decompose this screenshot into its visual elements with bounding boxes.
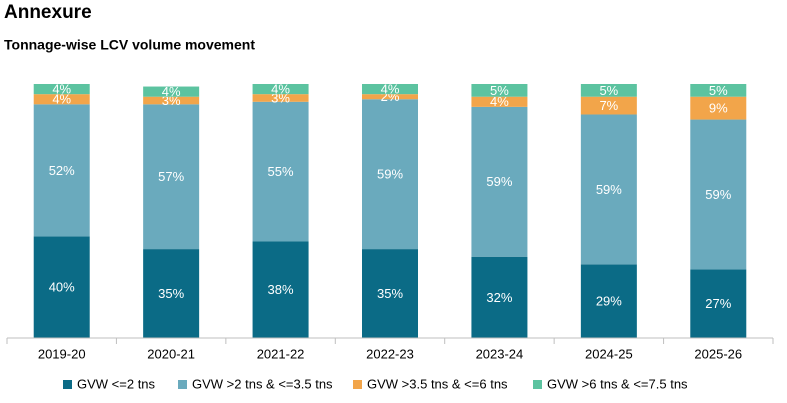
legend-label: GVW >2 tns & <=3.5 tns xyxy=(192,376,333,391)
data-label: 4% xyxy=(490,94,509,109)
bar-segment xyxy=(690,96,747,120)
data-label: 32% xyxy=(486,290,512,305)
data-label: 35% xyxy=(377,286,403,301)
bar-segment xyxy=(143,249,200,338)
data-label: 57% xyxy=(158,169,184,184)
legend-swatch xyxy=(178,380,187,389)
x-tick-label: 2022-23 xyxy=(366,346,414,361)
bar-segment xyxy=(690,84,747,97)
bar-segment xyxy=(252,101,309,242)
legend-swatch xyxy=(533,380,542,389)
data-label: 29% xyxy=(596,294,622,309)
data-label: 55% xyxy=(268,164,294,179)
data-label: 35% xyxy=(158,286,184,301)
legend-swatch xyxy=(353,380,362,389)
bar-segment xyxy=(362,94,418,100)
bar-segment xyxy=(252,241,309,338)
data-label: 5% xyxy=(709,83,728,98)
bar-segment xyxy=(33,94,90,105)
bar-segment xyxy=(143,86,200,97)
bar-segment xyxy=(471,106,528,257)
bar-segment xyxy=(33,84,90,95)
legend-label: GVW >3.5 tns & <=6 tns xyxy=(367,376,508,391)
data-label: 59% xyxy=(377,167,403,182)
bar-segment xyxy=(252,84,309,95)
data-label: 27% xyxy=(705,296,731,311)
x-tick-label: 2025-26 xyxy=(694,346,742,361)
bar-segment xyxy=(580,264,637,338)
x-tick-label: 2020-21 xyxy=(147,346,195,361)
bar-segment xyxy=(143,104,200,250)
x-tick-label: 2024-25 xyxy=(585,346,633,361)
data-label: 59% xyxy=(705,187,731,202)
data-label: 4% xyxy=(162,84,181,99)
x-tick-label: 2023-24 xyxy=(476,346,524,361)
data-label: 40% xyxy=(49,280,75,295)
bar-segment xyxy=(362,84,418,95)
bar-segment xyxy=(33,104,90,237)
data-label: 4% xyxy=(271,82,290,97)
data-label: 59% xyxy=(486,174,512,189)
bar-segment xyxy=(580,84,637,97)
bar-segment xyxy=(362,99,418,250)
bar-segment xyxy=(143,96,200,105)
bar-segment xyxy=(690,269,747,338)
data-label: 4% xyxy=(52,92,71,107)
bar-segment xyxy=(580,114,637,265)
bar-segment xyxy=(471,96,528,107)
chart-title: Annexure xyxy=(4,2,92,23)
bar-segment xyxy=(580,96,637,115)
data-label: 5% xyxy=(490,83,509,98)
data-label: 52% xyxy=(49,163,75,178)
data-label: 9% xyxy=(709,101,728,116)
data-label: 4% xyxy=(52,82,71,97)
legend-swatch xyxy=(63,380,72,389)
data-label: 5% xyxy=(599,83,618,98)
bar-segment xyxy=(471,256,528,338)
x-tick-label: 2021-22 xyxy=(257,346,305,361)
data-label: 38% xyxy=(268,282,294,297)
legend-label: GVW <=2 tns xyxy=(77,376,156,391)
chart-subtitle: Tonnage-wise LCV volume movement xyxy=(4,37,255,53)
data-label: 59% xyxy=(596,182,622,197)
legend-label: GVW >6 tns & <=7.5 tns xyxy=(547,376,688,391)
x-tick-label: 2019-20 xyxy=(38,346,86,361)
bar-segment xyxy=(252,94,309,102)
bar-segment xyxy=(690,119,747,270)
bar-segment xyxy=(33,236,90,338)
bar-segment xyxy=(471,84,528,97)
bar-segment xyxy=(362,249,418,338)
data-label: 4% xyxy=(381,82,400,97)
data-label: 7% xyxy=(599,98,618,113)
